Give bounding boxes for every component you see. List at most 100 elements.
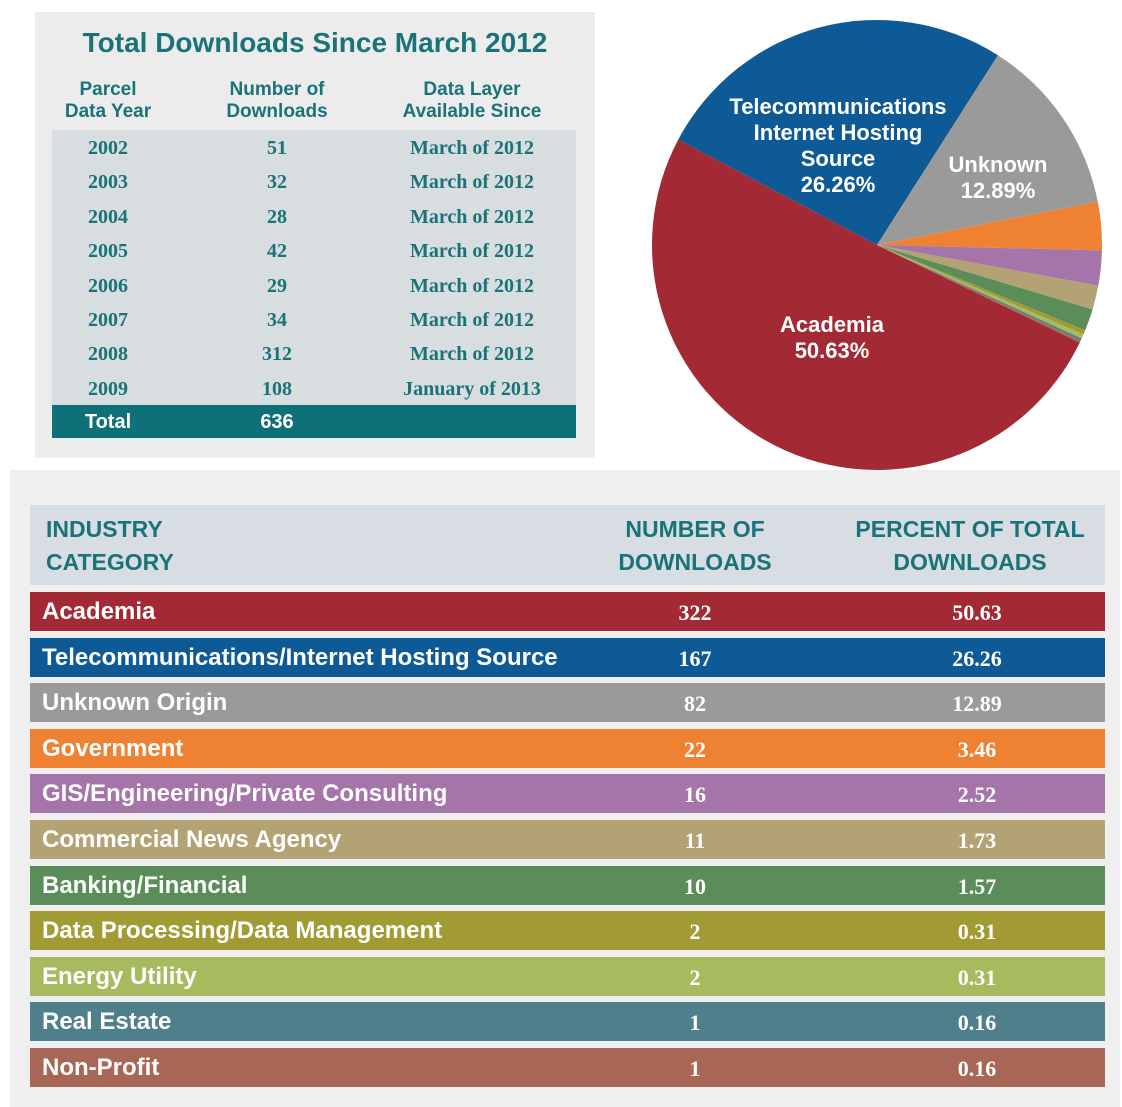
pie-slice — [877, 245, 1084, 339]
table-cell: 34 — [267, 309, 287, 331]
download-count: 82 — [684, 691, 706, 717]
download-count: 10 — [684, 873, 706, 899]
slice-name: Unknown — [948, 152, 1048, 177]
pie-slice — [678, 20, 998, 246]
download-count: 2 — [689, 919, 701, 945]
download-count: 2 — [689, 964, 701, 990]
industry-row — [30, 683, 1105, 723]
table-cell: March of 2012 — [409, 274, 535, 297]
download-percent: 3.46 — [957, 736, 997, 762]
total-row — [52, 405, 576, 438]
pie-slice — [652, 139, 1080, 470]
pie-slice — [877, 245, 1081, 343]
download-percent: 1.57 — [957, 873, 997, 899]
category-name: Academia — [42, 598, 156, 625]
category-name: Government — [42, 734, 184, 762]
download-percent: 2.52 — [957, 782, 997, 808]
table-cell: 42 — [267, 240, 287, 263]
column-header: DOWNLOADS — [893, 549, 1047, 575]
table-cell: 2007 — [88, 309, 128, 331]
downloads-title: Total Downloads Since March 2012 — [82, 27, 548, 58]
table-cell: March of 2012 — [409, 171, 535, 194]
table-cell: 2003 — [88, 171, 128, 194]
industry-row — [30, 637, 1105, 677]
column-header: CATEGORY — [46, 549, 174, 575]
slice-value: 26.26% — [800, 172, 876, 197]
download-percent: 0.31 — [957, 919, 997, 945]
pie-label: Academia 50.63% — [712, 312, 952, 364]
industry-row — [30, 865, 1105, 905]
category-name: Real Estate — [42, 1008, 172, 1036]
industry-row — [30, 774, 1105, 814]
table-cell: 108 — [262, 377, 292, 400]
slice-value: 12.89% — [960, 178, 1036, 203]
column-header: Available Since — [402, 101, 542, 122]
category-name: Non-Profit — [42, 1054, 160, 1081]
table-cell: March of 2012 — [409, 343, 535, 366]
download-percent: 50.63 — [952, 600, 1002, 625]
column-header: Downloads — [226, 101, 328, 122]
column-header: PERCENT OF TOTAL — [855, 516, 1085, 542]
category-name: Commercial News Agency — [42, 826, 342, 853]
table-cell: 2008 — [88, 343, 128, 366]
total-cell: 636 — [260, 411, 294, 433]
category-name: Unknown Origin — [42, 689, 228, 717]
category-name: Telecommunications/Internet Hosting Sour… — [42, 643, 558, 671]
download-percent: 12.89 — [952, 691, 1002, 717]
category-name: Data Processing/Data Management — [42, 917, 443, 945]
category-name: Energy Utility — [42, 962, 197, 990]
download-percent: 0.16 — [957, 1010, 997, 1036]
category-name: Banking/Financial — [42, 871, 248, 899]
table-cell: March of 2012 — [409, 205, 535, 228]
table-cell: 2006 — [88, 274, 128, 297]
download-count: 16 — [684, 782, 706, 808]
pie-label: Unknown 12.89% — [878, 152, 1118, 204]
slice-value: 50.63% — [794, 338, 870, 363]
table-cell: 28 — [267, 205, 287, 228]
pie-slice — [877, 55, 1098, 246]
download-count: 11 — [684, 828, 706, 853]
column-header: Number of — [229, 79, 325, 100]
pie-slice — [877, 245, 1099, 310]
pie-slice — [877, 201, 1102, 251]
category-name: GIS/Engineering/Private Consulting — [42, 780, 448, 808]
download-percent: 1.73 — [957, 828, 997, 853]
slice-name: Academia — [780, 312, 884, 337]
column-header: Data Year — [64, 101, 152, 122]
table-cell: 312 — [262, 343, 292, 366]
download-percent: 0.31 — [957, 964, 997, 990]
table-cell: 2002 — [88, 137, 128, 159]
table-cell: March of 2012 — [409, 309, 535, 331]
download-count: 1 — [689, 1010, 701, 1036]
column-header: DOWNLOADS — [618, 549, 772, 575]
industry-row — [30, 728, 1105, 768]
table-body — [52, 130, 576, 405]
column-header: Parcel — [79, 79, 137, 100]
table-cell: 32 — [267, 171, 287, 194]
column-header: INDUSTRY — [46, 516, 163, 542]
pie-slice — [877, 245, 1093, 331]
pie-slice — [877, 245, 1082, 341]
download-count: 1 — [689, 1056, 701, 1081]
slice-name: Telecommunications Internet Hosting Sour… — [729, 94, 947, 171]
table-cell: 2005 — [88, 240, 128, 263]
download-count: 22 — [684, 736, 706, 762]
download-count: 322 — [678, 600, 712, 625]
industry-row — [30, 911, 1105, 951]
table-cell: 29 — [267, 274, 287, 297]
download-percent: 0.16 — [957, 1056, 997, 1081]
pie-label: Telecommunications Internet Hosting Sour… — [718, 94, 958, 198]
download-percent: 26.26 — [952, 645, 1002, 671]
pie-slice — [877, 245, 1086, 335]
column-header: Data Layer — [423, 79, 521, 100]
column-header: NUMBER OF — [625, 516, 765, 542]
industry-row — [30, 820, 1105, 859]
table-cell: 2004 — [88, 205, 128, 228]
industry-row — [30, 956, 1105, 996]
pie-slice — [877, 245, 1102, 286]
table-cell: January of 2013 — [403, 377, 541, 400]
pie-chart — [652, 20, 1102, 470]
header-band — [30, 505, 1105, 585]
table-cell: 2009 — [88, 377, 128, 400]
